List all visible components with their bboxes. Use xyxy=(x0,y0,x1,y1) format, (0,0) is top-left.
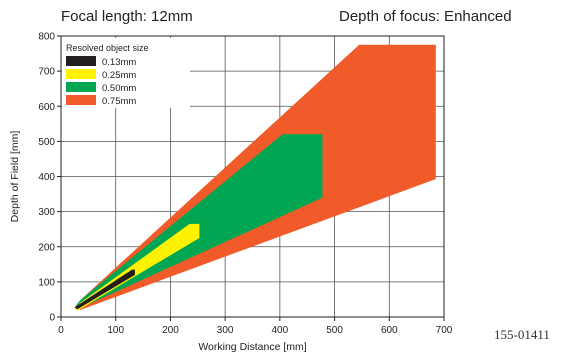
document-id: 155-01411 xyxy=(494,327,550,342)
y-tick-label: 600 xyxy=(38,102,55,113)
legend-label: 0.75mm xyxy=(102,96,136,107)
y-tick-label: 400 xyxy=(38,172,55,183)
y-tick-label: 800 xyxy=(38,32,55,43)
focal-length-label: Focal length: 12mm xyxy=(61,8,193,25)
y-tick-label: 700 xyxy=(38,67,55,78)
depth-of-focus-label: Depth of focus: Enhanced xyxy=(339,8,512,25)
x-tick-label: 100 xyxy=(107,325,124,336)
y-tick-label: 200 xyxy=(38,242,55,253)
y-tick-label: 100 xyxy=(38,277,55,288)
legend-swatch xyxy=(66,69,96,79)
legend-swatch xyxy=(66,95,96,105)
x-tick-label: 700 xyxy=(436,325,453,336)
x-axis-label: Working Distance [mm] xyxy=(198,341,306,353)
region-0-13mm xyxy=(74,269,135,310)
x-tick-label: 300 xyxy=(217,325,234,336)
legend-title: Resolved object size xyxy=(66,43,149,53)
y-axis-label: Depth of Field [mm] xyxy=(9,131,21,223)
y-tick-label: 0 xyxy=(49,313,55,324)
legend-swatch xyxy=(66,82,96,92)
y-tick-label: 500 xyxy=(38,137,55,148)
legend-swatch xyxy=(66,56,96,66)
x-tick-label: 600 xyxy=(381,325,398,336)
x-tick-label: 0 xyxy=(58,325,64,336)
legend-label: 0.13mm xyxy=(102,57,136,68)
y-tick-label: 300 xyxy=(38,207,55,218)
x-tick-label: 500 xyxy=(326,325,343,336)
x-tick-label: 200 xyxy=(162,325,179,336)
legend-label: 0.50mm xyxy=(102,83,136,94)
legend-label: 0.25mm xyxy=(102,70,136,81)
x-tick-label: 400 xyxy=(272,325,289,336)
legend: Resolved object size 0.13mm 0.25mm 0.50mm 0.… xyxy=(62,38,190,108)
